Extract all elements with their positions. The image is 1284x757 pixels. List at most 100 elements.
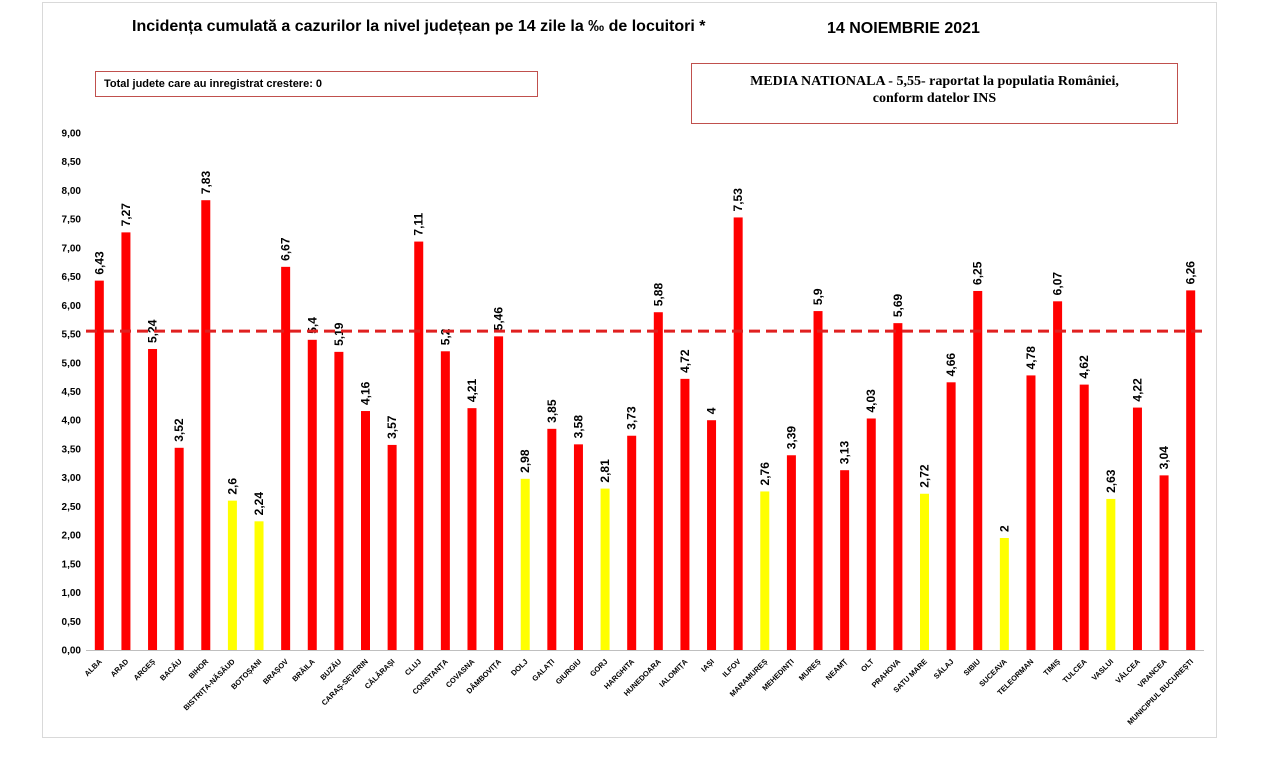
bar (1079, 384, 1089, 650)
bar (121, 232, 131, 650)
y-tick-label: 6,00 (62, 301, 82, 312)
chart-date: 14 NOIEMBRIE 2021 (827, 20, 980, 37)
data-label: 5,4 (305, 317, 319, 334)
category-label: CLUJ (403, 657, 423, 677)
data-label: 4,03 (864, 389, 878, 413)
data-label: 4,22 (1130, 378, 1144, 402)
bar (148, 348, 158, 650)
data-label: 5,46 (492, 307, 506, 331)
data-label: 3,39 (784, 426, 798, 450)
data-label: 7,53 (731, 188, 745, 212)
bar (1026, 375, 1036, 650)
category-label: ARGEȘ (132, 657, 157, 682)
data-label: 7,27 (119, 203, 133, 227)
category-label: ALBA (83, 657, 105, 679)
bar (866, 418, 876, 650)
data-label: 5,24 (146, 319, 160, 343)
bar (1106, 498, 1116, 650)
data-label: 3,52 (172, 418, 186, 442)
data-label: 4,78 (1024, 346, 1038, 370)
data-label: 2,81 (598, 459, 612, 483)
data-label: 3,85 (545, 399, 559, 423)
bar (520, 478, 530, 650)
category-label: NEAMȚ (824, 657, 850, 683)
bar (786, 455, 796, 650)
bar (334, 351, 344, 650)
category-label: OLT (859, 657, 876, 674)
y-tick-label: 3,50 (62, 444, 82, 455)
category-label: GORJ (588, 657, 609, 678)
data-label: 6,26 (1184, 261, 1198, 285)
bar (1159, 475, 1169, 650)
category-label: SIBIU (962, 657, 983, 678)
national-average-line1: MEDIA NATIONALA - 5,55- raportat la popu… (750, 74, 1119, 89)
category-label: BRAȘOV (261, 657, 290, 686)
bar (840, 470, 850, 650)
data-label: 2,72 (918, 464, 932, 488)
data-label: 3,58 (571, 415, 585, 439)
category-label: BIHOR (187, 657, 211, 681)
bar (440, 351, 450, 650)
bar (573, 444, 583, 650)
bar (920, 493, 929, 650)
data-label: 2,98 (518, 449, 532, 473)
category-label: BRĂILA (290, 657, 317, 684)
bar (307, 339, 317, 650)
data-label: 2,24 (252, 492, 266, 516)
bar (94, 280, 104, 650)
bar (600, 488, 610, 650)
bar (547, 428, 557, 650)
category-label: ARAD (109, 657, 131, 679)
data-label: 6,43 (92, 251, 106, 275)
data-label: 3,04 (1157, 446, 1171, 470)
y-tick-label: 4,50 (62, 387, 82, 398)
y-tick-label: 4,00 (62, 416, 82, 427)
y-tick-label: 8,50 (62, 157, 82, 168)
y-tick-label: 7,50 (62, 215, 82, 226)
bar (813, 311, 823, 650)
y-tick-label: 1,50 (62, 559, 82, 570)
y-tick-label: 5,50 (62, 330, 82, 341)
bar (946, 382, 956, 650)
data-label: 5,9 (811, 288, 825, 305)
y-tick-label: 5,00 (62, 358, 82, 369)
bar (973, 290, 983, 650)
category-label: IALOMIȚA (657, 657, 689, 689)
category-label: GIURGIU (554, 657, 583, 686)
bar (414, 241, 424, 650)
data-label: 3,57 (385, 415, 399, 439)
bar (227, 500, 237, 650)
increase-count-box: Total judete care au inregistrat crester… (95, 71, 538, 97)
y-tick-label: 0,50 (62, 617, 82, 628)
data-label: 2 (997, 525, 1011, 532)
data-label: 5,69 (891, 293, 905, 317)
chart-frame (42, 2, 1217, 738)
bar (361, 411, 370, 650)
data-label: 6,07 (1051, 272, 1065, 296)
national-average-line2: conform datelor INS (872, 91, 997, 106)
y-tick-label: 8,00 (62, 186, 82, 197)
data-label: 2,6 (225, 478, 239, 495)
data-label: 7,83 (199, 171, 213, 195)
data-label: 4 (705, 407, 719, 414)
bar (1186, 290, 1196, 650)
bar (1053, 301, 1063, 650)
data-label: 2,76 (758, 462, 772, 486)
y-tick-label: 6,50 (62, 272, 82, 283)
category-label: VASLUI (1090, 657, 1115, 682)
category-label: BACĂU (158, 657, 184, 683)
category-label: BUZĂU (318, 657, 343, 682)
data-label: 4,66 (944, 353, 958, 377)
category-label: ILFOV (721, 657, 743, 679)
data-label: 3,13 (838, 441, 852, 465)
bar (733, 217, 743, 650)
category-label: SĂLAJ (932, 657, 956, 681)
data-label: 4,16 (359, 381, 373, 405)
chart-title: Incidența cumulată a cazurilor la nivel … (132, 18, 706, 35)
bar (254, 521, 264, 650)
y-tick-label: 9,00 (62, 129, 82, 140)
data-label: 5,88 (651, 283, 665, 307)
category-label: CARAȘ-SEVERIN (320, 657, 370, 707)
data-label: 3,73 (625, 406, 639, 430)
